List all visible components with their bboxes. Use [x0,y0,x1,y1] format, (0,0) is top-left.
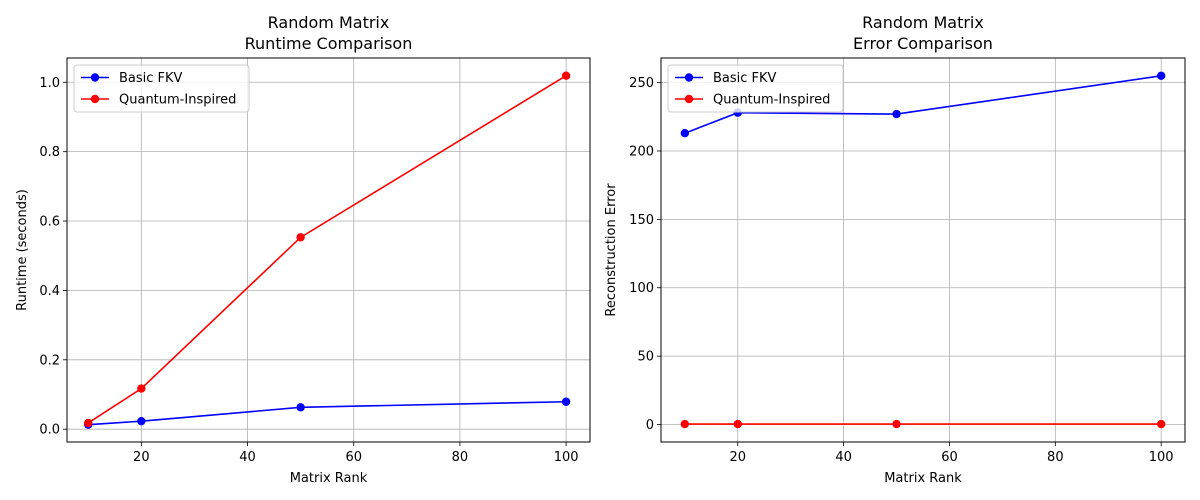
data-point [1156,419,1166,429]
series-quantum-inspired [680,419,1166,429]
y-tick-label: 50 [637,350,654,365]
y-axis-label: Runtime (seconds) [15,189,30,311]
data-point [680,419,690,429]
x-tick-label: 100 [554,450,579,465]
x-tick-label: 80 [1047,450,1064,465]
x-tick-label: 40 [239,450,256,465]
data-point [733,419,742,429]
y-tick-label: 0.6 [39,215,60,230]
y-tick-label: 0 [646,418,654,433]
series-line [88,400,567,426]
data-point [892,419,901,429]
plot-frame [660,57,1186,443]
data-point [561,71,571,80]
legend-box [73,64,250,113]
data-point [296,403,305,412]
legend-label: Quantum-Inspired [713,93,830,108]
y-tick-label: 150 [629,213,654,228]
data-point [296,233,305,242]
legend-marker [90,73,100,82]
chart-title-line-2: Error Comparison [853,34,993,53]
x-axis-label: Matrix Rank [290,471,368,486]
legend-item: Quantum-Inspired [675,93,830,108]
data-point [892,109,901,119]
legend-label: Basic FKV [713,71,777,86]
series-quantum-inspired [84,71,571,428]
legend-marker [90,94,100,104]
legend-item: Basic FKV [675,71,777,86]
chart-title-line-1: Random Matrix [862,13,984,32]
data-point [137,416,146,426]
data-point [84,418,93,428]
chart-title-line-2: Runtime Comparison [245,34,413,53]
series-basic-fkv [84,397,571,429]
ticks: 20 40 60 80 100 0 50 100 150 200 250 [629,76,1173,465]
legend-item: Basic FKV [81,71,183,86]
x-tick-label: 40 [835,450,852,465]
data-point [137,384,146,393]
y-tick-label: 0.8 [39,145,60,160]
y-tick-label: 0.4 [39,284,60,299]
error-chart: Random Matrix Error Comparison 20 40 60 80 1… [604,13,1186,486]
x-tick-label: 20 [729,450,746,465]
legend: Basic FKV Quantum-Inspired [73,64,250,113]
data-point [1156,71,1166,80]
series-layer [680,71,1166,429]
y-tick-label: 1.0 [39,76,60,91]
legend: Basic FKV Quantum-Inspired [667,64,844,113]
y-axis-label: Reconstruction Error [604,183,619,317]
x-tick-label: 60 [941,450,958,465]
data-point [561,397,571,406]
legend-box [667,64,844,113]
legend-marker [684,94,694,104]
legend-label: Quantum-Inspired [119,93,236,108]
y-tick-label: 100 [629,281,654,296]
series-layer [84,71,571,429]
y-tick-label: 0.2 [39,353,60,368]
plot-frame [66,57,591,443]
legend-label: Basic FKV [119,71,183,86]
chart-title-line-1: Random Matrix [268,13,390,32]
ticks: 20 40 60 80 100 0.0 0.2 0.4 0.6 0.8 1.0 [39,76,578,465]
y-tick-label: 200 [629,144,654,159]
x-axis-label: Matrix Rank [884,471,962,486]
x-tick-label: 60 [345,450,362,465]
y-tick-label: 250 [629,76,654,91]
x-tick-label: 80 [452,450,469,465]
runtime-chart: Random Matrix Runtime Comparison 20 40 60 8… [15,13,591,486]
series-line [684,74,1162,134]
series-line [87,75,567,424]
x-tick-label: 100 [1149,450,1174,465]
legend-marker [684,73,694,82]
legend-item: Quantum-Inspired [81,93,236,108]
x-tick-label: 20 [133,450,150,465]
y-tick-label: 0.0 [39,423,60,438]
data-point [680,129,690,138]
